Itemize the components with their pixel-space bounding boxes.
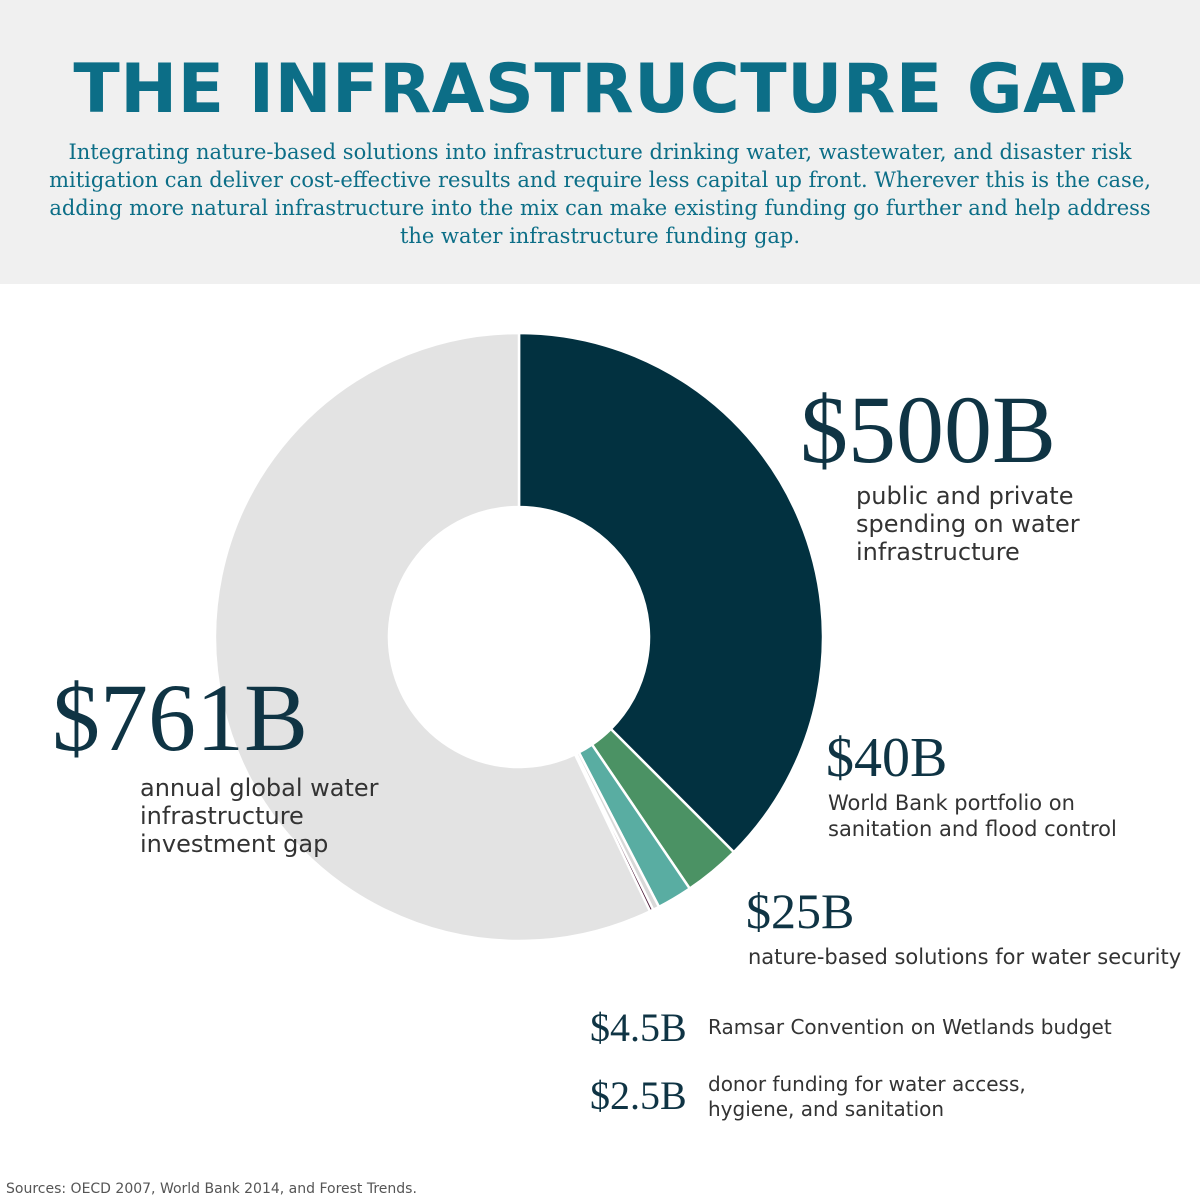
amount-4-5b: $4.5B	[590, 1005, 687, 1050]
amount-40b: $40B	[826, 727, 948, 789]
amount-25b: $25B	[746, 883, 855, 939]
page-title: THE INFRASTRUCTURE GAP	[73, 50, 1127, 129]
amount-761b: $761B	[52, 664, 309, 771]
amount-500b: $500B	[800, 376, 1057, 483]
label-761b: annual global water infrastructure inves…	[140, 774, 379, 858]
amount-2-5b: $2.5B	[590, 1073, 687, 1118]
label-40b: World Bank portfolio on sanitation and f…	[828, 791, 1117, 841]
page-subtitle: Integrating nature-based solutions into …	[49, 140, 1151, 248]
slice-s500	[517, 331, 825, 854]
label-2-5b: donor funding for water access, hygiene,…	[708, 1072, 1026, 1121]
header-banner: THE INFRASTRUCTURE GAP Integrating natur…	[0, 0, 1200, 284]
sources-footnote: Sources: OECD 2007, World Bank 2014, and…	[6, 1181, 417, 1197]
label-25b: nature-based solutions for water securit…	[748, 945, 1182, 969]
label-500b: public and private spending on water inf…	[856, 482, 1080, 566]
slice-s761	[213, 331, 652, 943]
label-4-5b: Ramsar Convention on Wetlands budget	[708, 1015, 1112, 1039]
donut-slices	[213, 331, 825, 943]
